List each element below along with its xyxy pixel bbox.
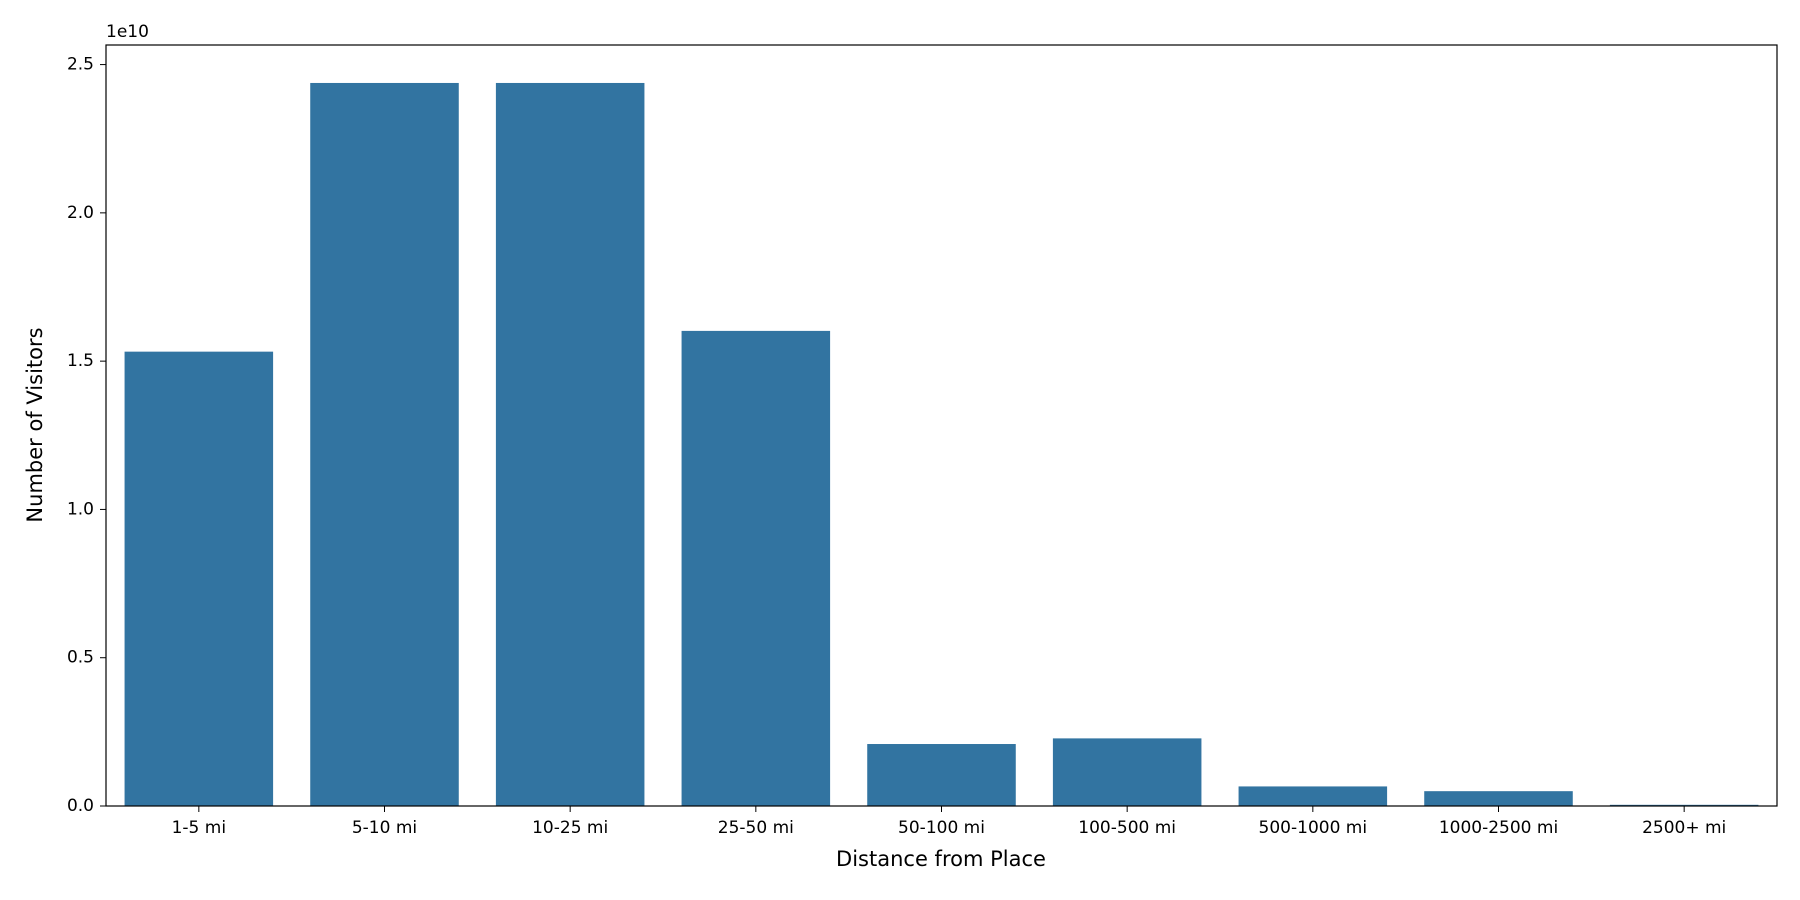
y-tick-label: 0.0 bbox=[67, 796, 94, 816]
x-tick-label: 50-100 mi bbox=[898, 818, 985, 838]
y-tick-label: 1.0 bbox=[67, 499, 94, 519]
y-axis-title: Number of Visitors bbox=[23, 327, 47, 522]
bar bbox=[1052, 738, 1202, 806]
bar bbox=[681, 330, 831, 806]
x-tick-label: 1-5 mi bbox=[172, 818, 226, 838]
x-tick-label: 500-1000 mi bbox=[1259, 818, 1368, 838]
y-tick-label: 1.5 bbox=[67, 351, 94, 371]
plot-frame bbox=[105, 44, 1778, 807]
x-tick-label: 1000-2500 mi bbox=[1439, 818, 1558, 838]
y-tick-label: 2.0 bbox=[67, 203, 94, 223]
x-tick-label: 10-25 mi bbox=[532, 818, 608, 838]
bar bbox=[124, 351, 274, 806]
bar bbox=[1238, 786, 1388, 806]
x-axis-title: Distance from Place bbox=[836, 847, 1046, 871]
y-tick-label: 0.5 bbox=[67, 648, 94, 668]
x-tick-label: 2500+ mi bbox=[1642, 818, 1726, 838]
x-tick-label: 25-50 mi bbox=[718, 818, 794, 838]
bar bbox=[1424, 791, 1573, 806]
y-tick-label: 2.5 bbox=[67, 55, 94, 75]
x-tick-label: 100-500 mi bbox=[1078, 818, 1176, 838]
x-tick-label: 5-10 mi bbox=[352, 818, 417, 838]
y-offset-label: 1e10 bbox=[106, 22, 149, 42]
bar bbox=[495, 82, 645, 806]
bar bbox=[867, 744, 1016, 806]
bar bbox=[310, 82, 459, 806]
